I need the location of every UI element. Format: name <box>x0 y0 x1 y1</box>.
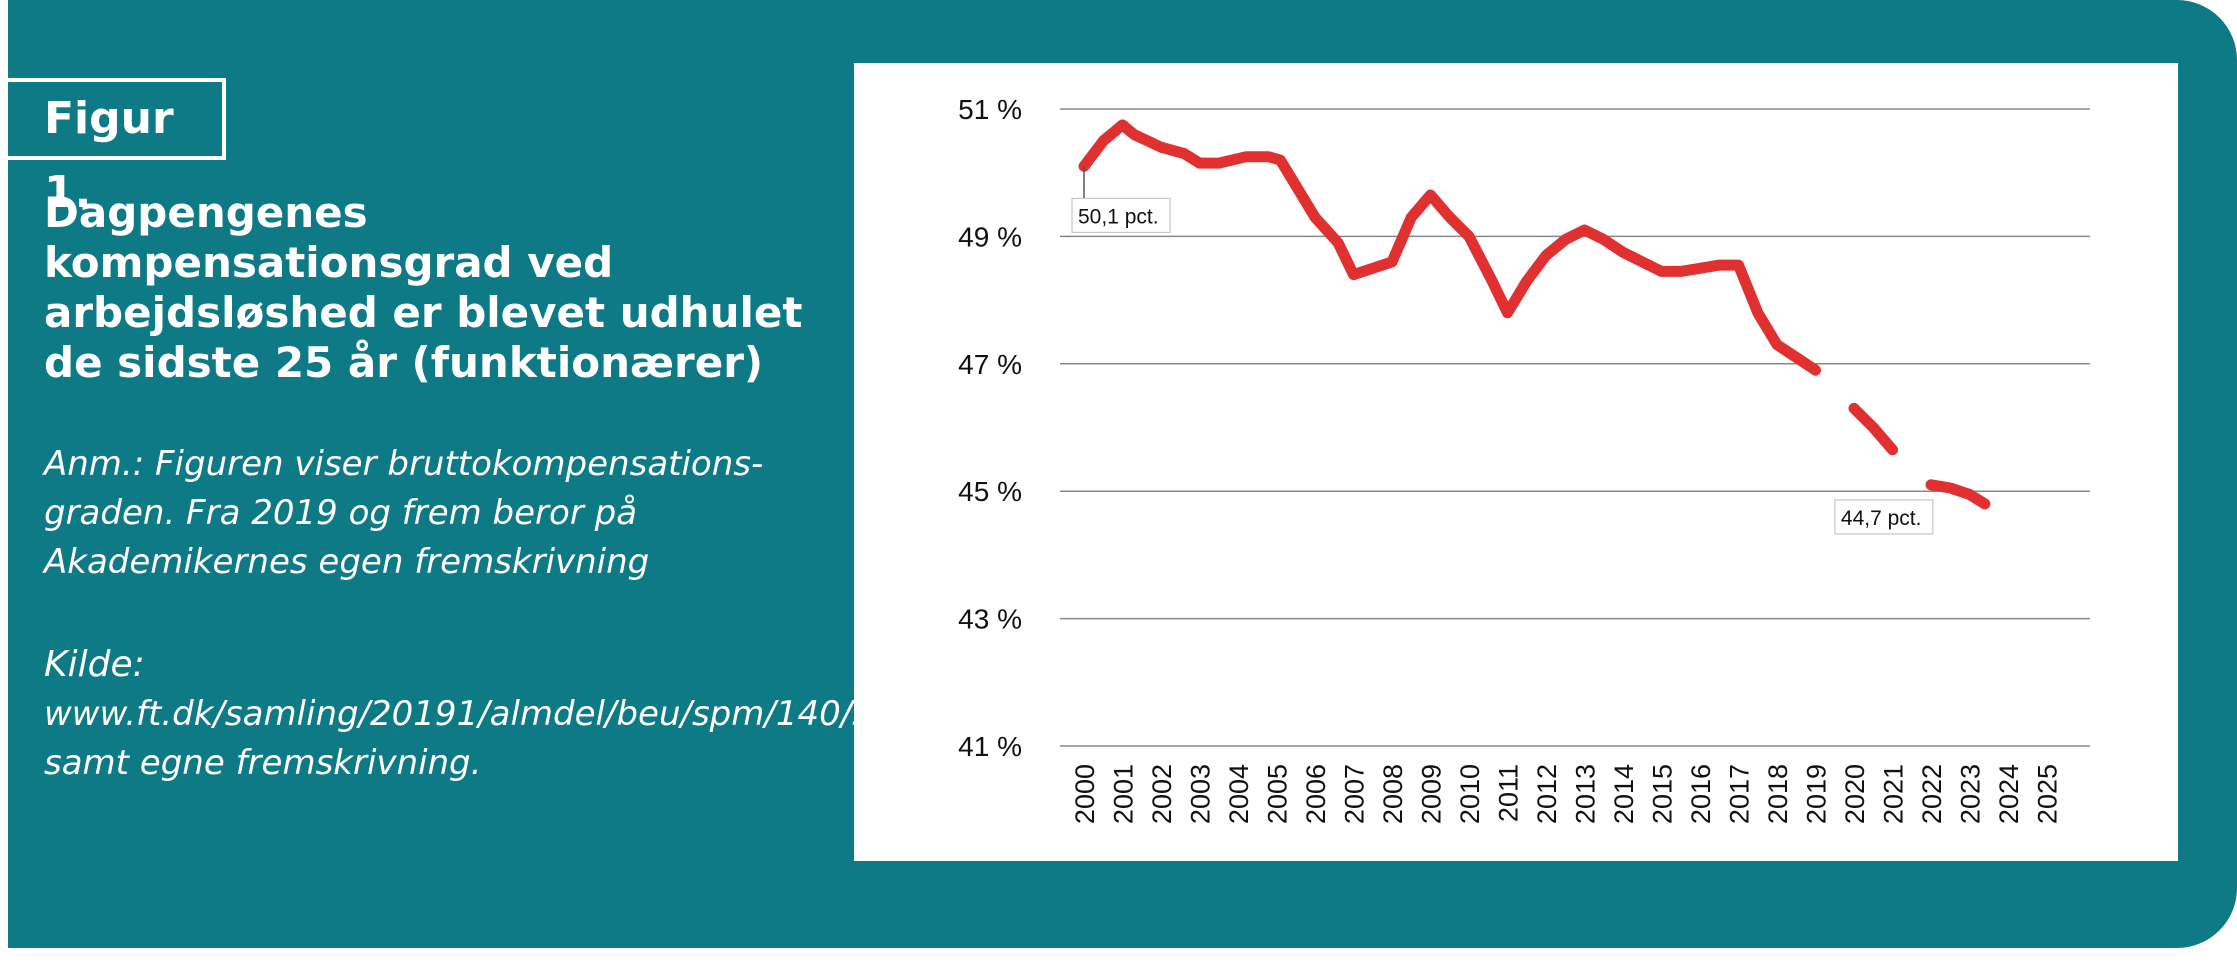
y-tick-label: 47 % <box>958 349 1022 380</box>
x-tick-label: 2019 <box>1802 764 1832 824</box>
series-line-segment <box>1848 402 1898 456</box>
x-tick-label: 2011 <box>1494 764 1524 822</box>
x-tick-label: 2013 <box>1571 764 1601 824</box>
x-tick-label: 2009 <box>1417 764 1447 824</box>
x-tick-label: 2014 <box>1609 764 1639 824</box>
x-tick-label: 2017 <box>1725 764 1755 824</box>
x-tick-label: 2022 <box>1917 764 1947 824</box>
x-tick-label: 2001 <box>1109 764 1139 824</box>
y-tick-label: 43 % <box>958 604 1022 635</box>
x-tick-label: 2025 <box>2033 764 2063 824</box>
x-tick-label: 2007 <box>1340 764 1370 824</box>
x-tick-label: 2024 <box>1994 764 2024 824</box>
y-tick-label: 45 % <box>958 476 1022 507</box>
annotation-box <box>1834 499 1934 535</box>
x-tick-label: 2018 <box>1763 764 1793 824</box>
annotation-label: 44,7 pct. <box>1841 507 1922 530</box>
x-tick-label: 2010 <box>1455 764 1485 824</box>
y-tick-label: 41 % <box>958 731 1022 762</box>
y-tick-label: 49 % <box>958 221 1022 252</box>
x-tick-label: 2000 <box>1070 764 1100 824</box>
x-tick-label: 2023 <box>1956 764 1986 824</box>
x-tick-label: 2008 <box>1378 764 1408 824</box>
x-tick-label: 2015 <box>1648 764 1678 824</box>
x-tick-label: 2003 <box>1186 764 1216 824</box>
x-tick-label: 2002 <box>1147 764 1177 824</box>
figure-source: Kilde: www.ft.dk/samling/20191/almdel/be… <box>44 640 1414 788</box>
x-tick-label: 2006 <box>1301 764 1331 824</box>
figure-title: Dagpengenes kompensationsgrad ved arbejd… <box>44 188 803 387</box>
series-line-segment <box>1078 119 1821 376</box>
figure-note: Anm.: Figuren viser bruttokompensations-… <box>44 444 764 582</box>
y-tick-label: 51 % <box>958 94 1022 125</box>
x-tick-label: 2020 <box>1840 764 1870 824</box>
figure-label: Figur 1. <box>8 78 226 218</box>
x-tick-label: 2004 <box>1224 764 1254 824</box>
line-chart: 41 % 43 % 45 % 47 % 49 % 51 % 2000 2001 2002 2003… <box>958 94 2090 824</box>
x-tick-label: 2021 <box>1879 764 1909 824</box>
chart-area: 41 % 43 % 45 % 47 % 49 % 51 % 2000 2001 2002 2003… <box>854 63 2178 861</box>
series-line-segment <box>1925 479 1991 510</box>
x-tick-label: 2012 <box>1532 764 1562 824</box>
x-tick-label: 2005 <box>1263 764 1293 824</box>
annotation-box <box>1071 197 1171 233</box>
annotation-label: 50,1 pct. <box>1078 205 1159 228</box>
source-label: Kilde: <box>44 644 145 685</box>
x-tick-label: 2016 <box>1686 764 1716 824</box>
